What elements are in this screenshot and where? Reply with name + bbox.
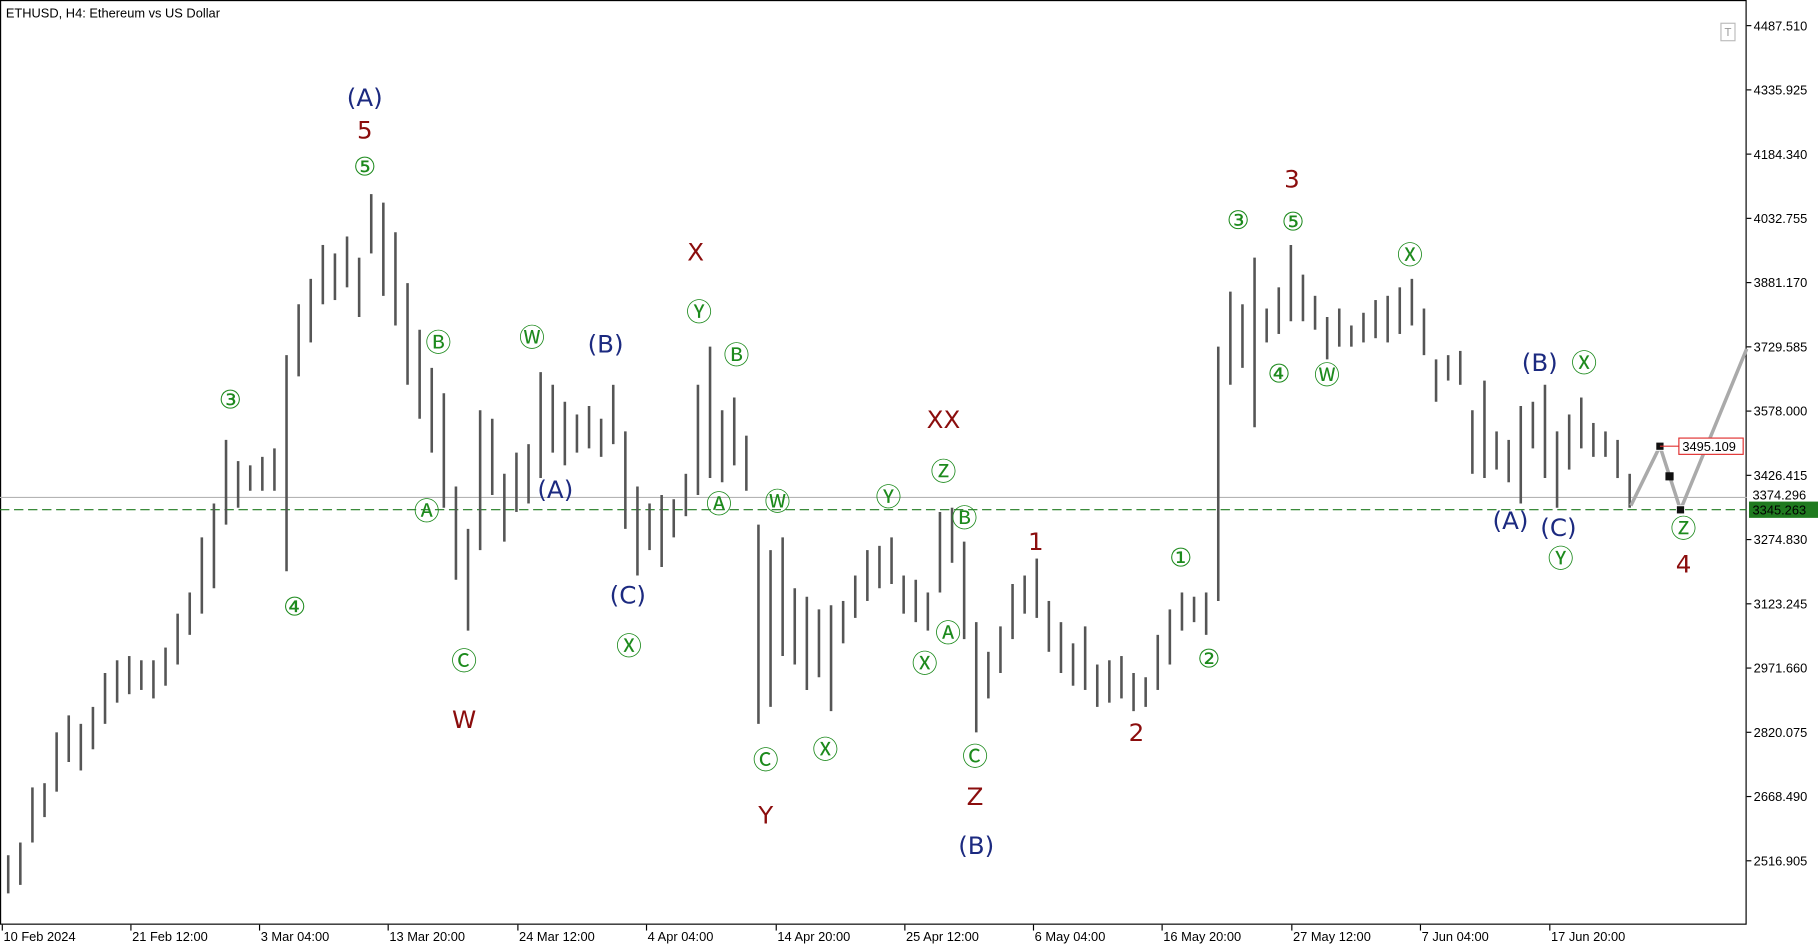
y-tick-label: 3274.830 — [1754, 532, 1808, 547]
y-tick-label: 2820.075 — [1754, 725, 1808, 740]
y-tick-label: 3123.245 — [1754, 596, 1808, 611]
wave-label: Ⓒ — [451, 647, 477, 677]
wave-label: Ⓨ — [686, 298, 712, 328]
y-tick-label: 4032.755 — [1754, 211, 1808, 226]
x-tick-label: 3 Mar 04:00 — [261, 929, 330, 944]
y-tick-label: 3729.585 — [1754, 340, 1808, 355]
x-tick-label: 4 Apr 04:00 — [648, 929, 714, 944]
trade-icon-glyph: T — [1724, 27, 1732, 39]
wave-label: Ⓒ — [753, 746, 779, 776]
wave-label: (B) — [588, 330, 624, 359]
wave-label: Ⓩ — [1671, 514, 1697, 544]
wave-label: ③ — [1227, 206, 1250, 236]
wave-label: (A) — [347, 83, 383, 112]
wave-label: Ⓨ — [876, 483, 902, 513]
wave-label: Ⓑ — [426, 328, 452, 358]
y-tick-label: 2668.490 — [1754, 789, 1808, 804]
y-tick-label: 3426.415 — [1754, 468, 1808, 483]
wave-label: (B) — [958, 831, 994, 860]
wave-label: 5 — [357, 115, 373, 144]
wave-label: Ⓑ — [952, 504, 978, 534]
wave-label: Ⓦ — [1314, 361, 1340, 391]
wave-label: (B) — [1522, 348, 1558, 377]
wave-label: ⑤ — [353, 153, 376, 183]
y-tick-label: 4184.340 — [1754, 147, 1808, 162]
wave-label: (A) — [537, 475, 573, 504]
y-tick-label: 2516.905 — [1754, 853, 1808, 868]
wave-label: ④ — [283, 592, 306, 622]
y-tick-label: 2971.660 — [1754, 661, 1808, 676]
wave-label: Ⓧ — [616, 632, 642, 662]
wave-label: (A) — [1493, 506, 1529, 535]
wave-label: ④ — [1268, 360, 1291, 390]
x-tick-label: 25 Apr 12:00 — [906, 929, 979, 944]
wave-label: Ⓦ — [519, 324, 545, 354]
wave-label: (C) — [1540, 513, 1576, 542]
y-tick-label: 4335.925 — [1754, 83, 1808, 98]
y-tick-label: 3881.170 — [1754, 275, 1808, 290]
wave-label: Z — [967, 782, 984, 811]
x-tick-label: 16 May 20:00 — [1163, 929, 1241, 944]
wave-label: 3 — [1284, 164, 1300, 193]
y-tick-label: 4487.510 — [1754, 18, 1808, 33]
wave-label: ② — [1197, 645, 1220, 675]
wave-label: ③ — [219, 385, 242, 415]
wave-label: 2 — [1129, 718, 1145, 747]
x-tick-label: 17 Jun 20:00 — [1551, 929, 1625, 944]
wave-label: Ⓒ — [962, 742, 988, 772]
forecast-label: 3495.109 — [1682, 439, 1736, 454]
x-tick-label: 14 Apr 20:00 — [777, 929, 850, 944]
x-tick-label: 6 May 04:00 — [1035, 929, 1106, 944]
plot-frame — [0, 0, 1747, 925]
forecast-midpoint — [1665, 472, 1674, 481]
y-tick-label: 3578.000 — [1754, 404, 1808, 419]
wave-label: Ⓨ — [1548, 545, 1574, 575]
wave-label: Ⓧ — [813, 735, 839, 765]
forecast-point — [1675, 505, 1686, 515]
wave-label: Ⓧ — [1397, 241, 1423, 271]
x-tick-label: 24 Mar 12:00 — [519, 929, 595, 944]
chart-title: ETHUSD, H4: Ethereum vs US Dollar — [6, 5, 221, 20]
trade-icon[interactable] — [1720, 22, 1736, 42]
wave-label: Ⓐ — [706, 490, 732, 520]
wave-label: XX — [927, 405, 961, 434]
wave-label: (C) — [610, 581, 646, 610]
price-label-box — [1749, 501, 1818, 518]
x-tick-label: 10 Feb 2024 — [3, 929, 75, 944]
wave-label: Ⓦ — [765, 488, 791, 518]
wave-label: 1 — [1028, 527, 1044, 556]
wave-label: 4 — [1676, 549, 1692, 578]
wave-label: Ⓧ — [1571, 349, 1597, 379]
wave-label: Ⓩ — [931, 457, 957, 487]
x-tick-label: 21 Feb 12:00 — [132, 929, 208, 944]
wave-label: ① — [1169, 544, 1192, 574]
wave-label: Ⓐ — [414, 497, 440, 527]
wave-label: Ⓐ — [935, 619, 961, 649]
price-label: 3345.263 — [1753, 502, 1807, 517]
wave-label: X — [687, 238, 704, 267]
wave-label: Ⓑ — [724, 341, 750, 371]
price-label: 3374.296 — [1753, 488, 1807, 503]
wave-label: Y — [757, 801, 773, 830]
x-tick-label: 13 Mar 20:00 — [389, 929, 465, 944]
wave-label: Ⓧ — [912, 649, 938, 679]
wave-label: ⑤ — [1282, 207, 1305, 237]
x-tick-label: 27 May 12:00 — [1293, 929, 1371, 944]
wave-label: W — [452, 705, 476, 734]
x-tick-label: 7 Jun 04:00 — [1422, 929, 1489, 944]
